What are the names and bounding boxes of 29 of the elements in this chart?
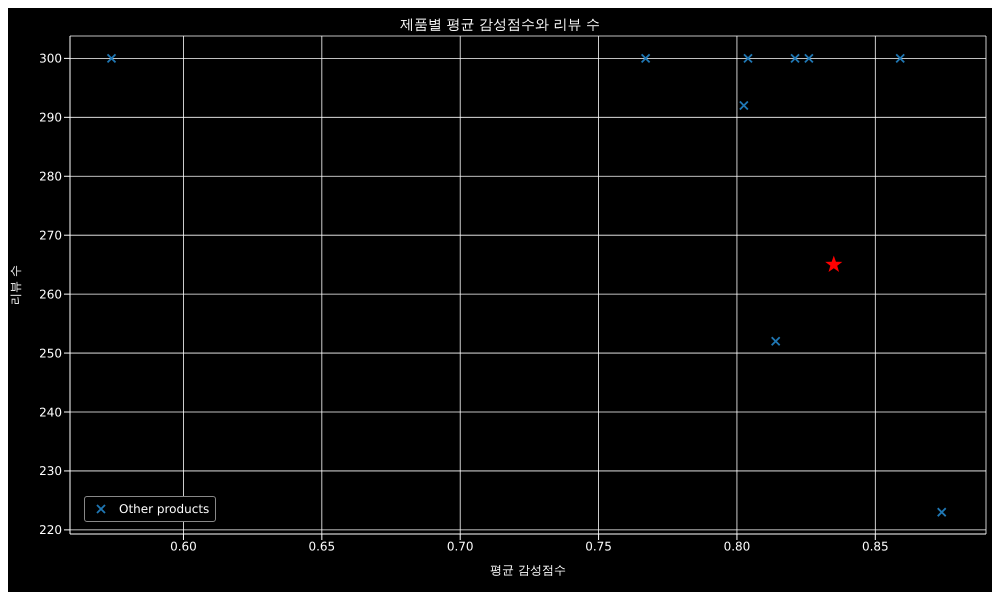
- point: [106, 53, 116, 64]
- point: [825, 256, 842, 272]
- y-tick-label: 240: [39, 405, 62, 420]
- x-tick-label: 0.85: [862, 540, 889, 554]
- x-axis-title: 평균 감성점수: [490, 563, 566, 577]
- y-tick-label: 300: [39, 52, 62, 66]
- point: [790, 53, 800, 64]
- y-axis-title: 리뷰 수: [8, 265, 22, 305]
- x-tick-label: 0.75: [585, 540, 612, 554]
- point: [770, 336, 781, 346]
- point: [895, 53, 906, 64]
- point: [936, 507, 947, 518]
- point: [738, 100, 749, 110]
- point: [743, 53, 753, 64]
- point: [640, 53, 651, 64]
- legend-label: Other products: [119, 501, 210, 518]
- x-tick-label: 0.65: [308, 540, 336, 554]
- y-tick-label: 290: [39, 110, 62, 125]
- y-tick-label: 270: [39, 228, 62, 242]
- y-tick-label: 220: [39, 523, 62, 538]
- x-tick-label: 0.80: [724, 540, 750, 554]
- y-tick-label: 250: [39, 346, 62, 360]
- y-tick-label: 230: [39, 464, 62, 478]
- point: [804, 53, 814, 64]
- x-tick-label: 0.60: [170, 540, 197, 554]
- x-tick-label: 0.70: [446, 540, 474, 554]
- y-tick-label: 260: [39, 287, 62, 302]
- y-tick-label: 280: [39, 170, 62, 184]
- chart-title: 제품별 평균 감성점수와 리뷰 수: [399, 16, 601, 34]
